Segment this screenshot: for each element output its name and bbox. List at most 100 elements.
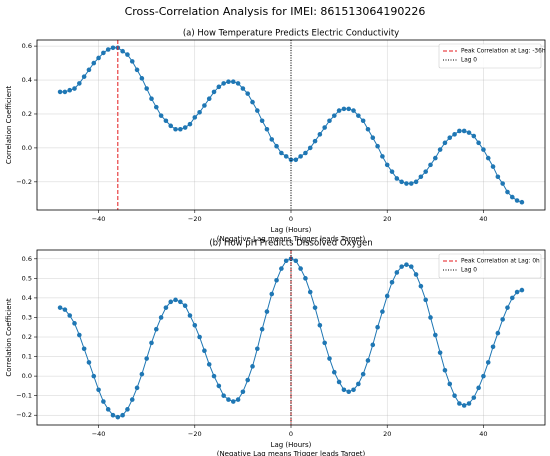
data-point — [481, 147, 486, 152]
data-point — [279, 150, 284, 156]
data-point — [423, 297, 428, 303]
data-point — [298, 266, 303, 271]
data-point — [81, 346, 87, 352]
y-tick-label: −0.2 — [16, 411, 32, 419]
data-point — [67, 87, 73, 93]
data-point — [307, 289, 313, 295]
data-point — [110, 412, 116, 418]
data-point — [394, 270, 400, 275]
y-tick-label: 0.0 — [22, 144, 32, 152]
data-point — [331, 369, 337, 375]
data-point — [120, 412, 125, 418]
data-point — [370, 135, 376, 141]
data-point — [110, 45, 116, 51]
data-point — [490, 164, 496, 169]
data-point — [192, 115, 198, 120]
data-point — [178, 126, 183, 132]
data-point — [274, 143, 279, 149]
data-point — [317, 322, 323, 328]
data-point — [158, 315, 164, 320]
x-tick-label: 0 — [289, 430, 293, 438]
data-point — [250, 99, 255, 105]
data-point — [399, 264, 404, 269]
data-point — [255, 346, 260, 352]
x-tick-label: 0 — [289, 215, 293, 223]
data-point — [77, 332, 82, 338]
data-point — [399, 179, 404, 185]
data-point — [96, 55, 101, 61]
data-point — [433, 332, 438, 338]
data-point — [101, 399, 106, 404]
data-point — [163, 118, 169, 124]
data-point — [447, 381, 453, 387]
data-point — [476, 140, 481, 146]
data-point — [495, 174, 501, 180]
data-point — [365, 126, 371, 132]
data-point — [211, 89, 217, 95]
legend-box — [438, 253, 542, 279]
data-point — [86, 67, 92, 73]
data-point — [259, 326, 265, 332]
x-tick-label: −20 — [188, 215, 202, 223]
data-point — [293, 157, 299, 163]
data-point — [437, 350, 443, 355]
data-point — [322, 125, 327, 130]
data-point — [168, 299, 174, 305]
data-point — [389, 169, 395, 174]
data-point — [173, 126, 178, 132]
data-point — [384, 162, 390, 168]
data-point — [461, 128, 467, 134]
data-point — [336, 379, 342, 385]
data-point — [288, 157, 294, 163]
data-point — [380, 309, 385, 314]
data-point — [485, 360, 491, 365]
data-point — [144, 356, 149, 361]
data-point — [129, 59, 135, 64]
data-point — [105, 407, 111, 412]
data-point — [96, 387, 101, 393]
data-point — [394, 176, 400, 181]
data-point — [346, 389, 352, 395]
data-point — [380, 154, 385, 159]
data-point — [62, 307, 68, 312]
data-point — [437, 147, 443, 152]
data-point — [442, 367, 448, 373]
data-point — [447, 135, 453, 141]
figure-title: Cross-Correlation Analysis for IMEI: 861… — [125, 5, 426, 18]
data-point — [187, 313, 193, 318]
data-point — [158, 113, 164, 118]
data-point — [125, 52, 130, 57]
data-point — [250, 364, 255, 369]
data-point — [485, 155, 491, 161]
x-tick-label: −20 — [188, 430, 202, 438]
data-point — [442, 140, 448, 146]
data-point — [62, 89, 68, 95]
y-tick-label: 0.6 — [22, 255, 32, 263]
data-point — [476, 385, 481, 391]
legend-label: Lag 0 — [461, 268, 477, 274]
data-point — [264, 126, 270, 132]
data-point — [240, 389, 246, 395]
x-tick-label: 40 — [479, 430, 487, 438]
data-point — [341, 387, 347, 393]
axes-frame — [36, 249, 546, 426]
data-point — [86, 360, 92, 365]
data-point — [279, 266, 284, 271]
x-tick-label: 40 — [479, 215, 487, 223]
data-point — [226, 79, 231, 85]
data-point — [418, 174, 424, 180]
data-point — [500, 317, 505, 322]
data-point — [230, 79, 236, 85]
data-point — [235, 397, 241, 402]
data-point — [192, 322, 198, 328]
data-point — [206, 362, 212, 367]
y-tick-label: 0.2 — [22, 110, 32, 118]
data-point — [57, 89, 63, 95]
data-point — [490, 344, 496, 350]
data-point — [505, 305, 510, 310]
legend-label: Peak Correlation at Lag: 0h — [461, 259, 540, 265]
data-point — [514, 198, 520, 203]
data-point — [327, 356, 332, 361]
data-point — [67, 313, 73, 318]
data-point — [134, 67, 140, 73]
